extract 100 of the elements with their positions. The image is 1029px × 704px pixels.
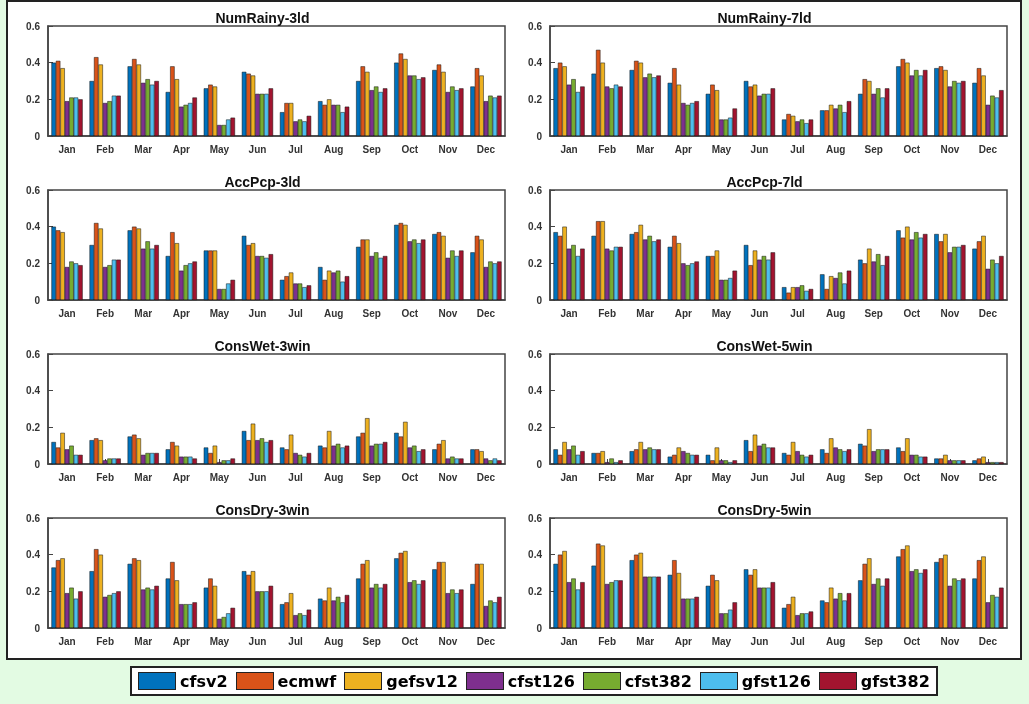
bar bbox=[55, 560, 61, 628]
bar bbox=[837, 104, 843, 136]
x-tick-label: Sep bbox=[362, 471, 381, 483]
bar bbox=[136, 438, 141, 464]
bar bbox=[111, 458, 117, 464]
chart-title: ConsWet-3win bbox=[214, 338, 311, 354]
bar bbox=[689, 598, 695, 628]
bar bbox=[373, 86, 379, 136]
x-tick-label: Feb bbox=[598, 143, 617, 155]
bar bbox=[595, 453, 601, 464]
bar bbox=[192, 458, 197, 464]
bar bbox=[241, 431, 247, 464]
bar bbox=[613, 246, 619, 300]
x-tick-label: Feb bbox=[598, 635, 617, 647]
bar bbox=[846, 449, 852, 464]
bar bbox=[474, 563, 480, 628]
x-tick-label: Mar bbox=[636, 471, 655, 483]
bar bbox=[938, 558, 944, 628]
y-tick-label: 0.2 bbox=[528, 421, 543, 433]
bar bbox=[790, 596, 796, 628]
x-tick-label: Dec bbox=[978, 307, 998, 319]
chart-title: NumRainy-7ld bbox=[717, 10, 812, 26]
bar bbox=[221, 617, 227, 628]
bar bbox=[268, 254, 274, 300]
bar bbox=[344, 595, 350, 628]
bar bbox=[492, 97, 498, 136]
x-tick-label: Apr bbox=[674, 635, 692, 647]
bar bbox=[743, 440, 749, 464]
legend-label: cfst382 bbox=[624, 671, 692, 691]
bar bbox=[212, 250, 218, 300]
y-tick-label: 0 bbox=[536, 622, 543, 634]
bar bbox=[259, 438, 265, 464]
bar bbox=[846, 593, 852, 628]
x-tick-label: Dec bbox=[476, 471, 496, 483]
x-tick-label: Sep bbox=[362, 143, 381, 155]
y-tick-label: 0.2 bbox=[528, 585, 543, 597]
x-tick-label: Jun bbox=[248, 143, 267, 155]
bar bbox=[837, 272, 843, 300]
y-tick-label: 0.6 bbox=[528, 20, 543, 32]
bar bbox=[55, 60, 61, 136]
bar bbox=[326, 270, 332, 300]
x-tick-label: Jul bbox=[288, 143, 303, 155]
bar bbox=[297, 283, 303, 300]
x-tick-label: Apr bbox=[674, 307, 692, 319]
bar bbox=[956, 460, 962, 464]
bar bbox=[212, 445, 218, 464]
bar bbox=[149, 453, 155, 464]
bar bbox=[154, 81, 159, 136]
bar bbox=[723, 460, 729, 464]
x-tick-label: May bbox=[711, 635, 732, 647]
bar bbox=[73, 263, 79, 300]
bar bbox=[212, 86, 218, 136]
bar bbox=[230, 117, 235, 136]
x-tick-label: Sep bbox=[864, 471, 883, 483]
bar bbox=[111, 259, 117, 300]
y-tick-label: 0.4 bbox=[528, 221, 543, 233]
x-tick-label: Dec bbox=[476, 635, 496, 647]
chart-title: ConsDry-3win bbox=[215, 502, 310, 518]
bar bbox=[259, 256, 265, 300]
bar bbox=[694, 454, 699, 464]
x-tick-label: May bbox=[711, 143, 732, 155]
bar bbox=[306, 285, 312, 300]
x-tick-label: Jan bbox=[58, 471, 76, 483]
bar bbox=[149, 589, 155, 628]
bar bbox=[360, 563, 366, 628]
bar bbox=[474, 68, 480, 136]
x-tick-label: Feb bbox=[96, 307, 115, 319]
x-tick-label: Apr bbox=[172, 635, 190, 647]
bar bbox=[145, 587, 150, 628]
bar bbox=[896, 447, 901, 464]
bar bbox=[884, 449, 890, 464]
bar bbox=[335, 270, 341, 300]
bar bbox=[373, 584, 379, 628]
bar bbox=[221, 460, 227, 464]
bar bbox=[934, 234, 939, 300]
y-tick-label: 0.2 bbox=[26, 421, 41, 433]
bar bbox=[306, 115, 312, 136]
bar bbox=[694, 596, 699, 628]
bar bbox=[647, 235, 652, 300]
y-tick-label: 0.2 bbox=[528, 93, 543, 105]
bar bbox=[436, 562, 442, 628]
bar bbox=[145, 241, 150, 300]
x-tick-label: Dec bbox=[476, 143, 496, 155]
bar bbox=[752, 434, 758, 464]
bar bbox=[51, 442, 56, 464]
bar bbox=[326, 431, 332, 464]
x-tick-label: Nov bbox=[438, 635, 458, 647]
bar bbox=[799, 454, 805, 464]
bar bbox=[972, 460, 977, 464]
bar bbox=[306, 453, 312, 464]
bar bbox=[111, 593, 117, 628]
x-tick-label: Oct bbox=[903, 143, 921, 155]
bar bbox=[250, 571, 256, 628]
bar bbox=[93, 223, 99, 300]
x-tick-label: Sep bbox=[362, 635, 381, 647]
x-tick-label: Nov bbox=[940, 143, 960, 155]
bar bbox=[127, 436, 133, 464]
bar bbox=[297, 454, 303, 464]
x-tick-label: May bbox=[711, 471, 732, 483]
y-tick-label: 0.6 bbox=[528, 512, 543, 524]
